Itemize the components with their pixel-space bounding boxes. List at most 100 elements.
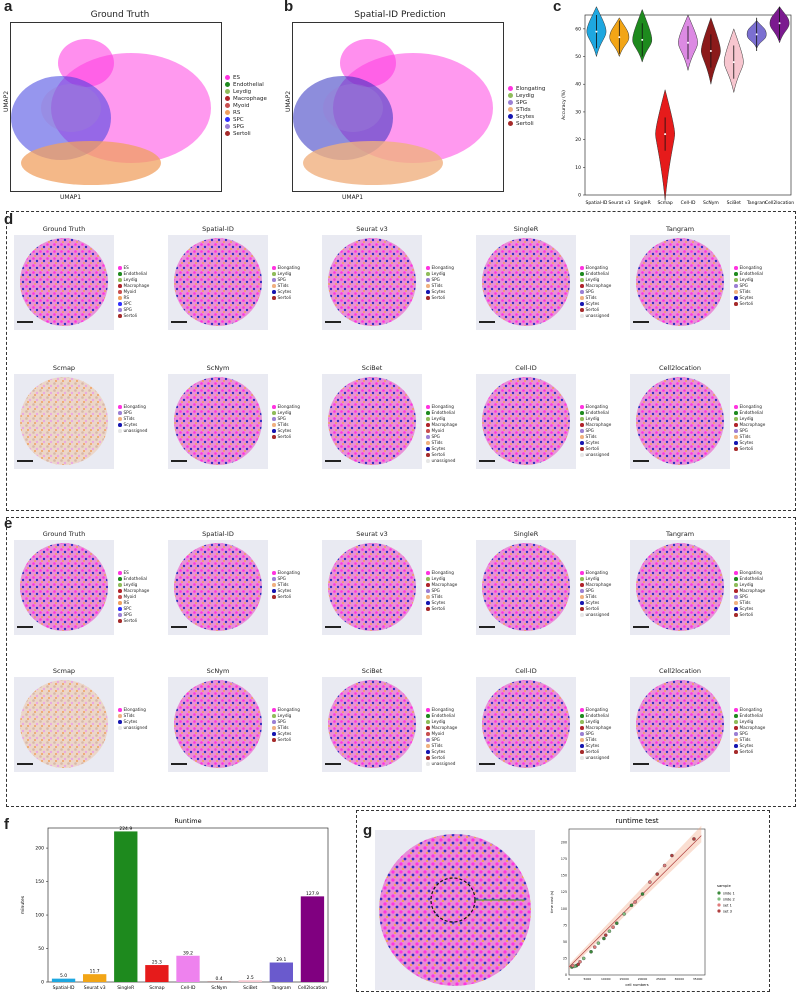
legend-swatch: [118, 314, 122, 318]
legend-item: STids: [734, 600, 765, 606]
legend-item: Leydig: [508, 93, 545, 100]
panel-label-e: e: [4, 515, 13, 532]
tissue-tile-title: ScNym: [206, 364, 230, 372]
legend-item: SPG: [734, 594, 765, 600]
legend-swatch: [426, 290, 430, 294]
legend-item: Macrophage: [426, 422, 457, 428]
legend-label: RS: [123, 600, 130, 605]
legend-label: Endothelial: [431, 713, 455, 718]
legend-label: unassigned: [585, 612, 610, 617]
legend-label: slide 2: [723, 897, 735, 901]
legend-swatch: [426, 429, 430, 433]
y-axis-label: minutes: [20, 895, 26, 914]
bar: [145, 965, 169, 982]
bar: [300, 896, 325, 982]
tissue-tile-title: Cell2location: [658, 667, 702, 675]
x-tick-label: Cell2location: [765, 200, 794, 206]
legend-item: SPC: [118, 606, 149, 612]
scale-bar: [17, 460, 33, 462]
legend-item: SPG: [580, 428, 611, 434]
scale-bar: [17, 626, 33, 628]
legend-label: Scytes: [123, 719, 138, 724]
legend-swatch: [118, 589, 122, 593]
legend-swatch: [734, 423, 738, 427]
legend-label: Elongating: [585, 404, 608, 409]
bar: [269, 962, 293, 982]
legend-label: Sertoli: [585, 446, 600, 451]
legend-swatch: [272, 278, 276, 282]
scatter-point: [640, 892, 645, 896]
legend-label: Leydig: [739, 719, 754, 724]
umap-ground-truth: [10, 22, 222, 192]
tissue-tile-title: Cell-ID: [515, 667, 537, 675]
legend-swatch: [580, 423, 584, 427]
legend-swatch: [580, 447, 584, 451]
legend-swatch: [580, 266, 584, 270]
legend-label: STids: [739, 289, 751, 294]
legend-swatch: [734, 302, 738, 306]
panel-label-d: d: [4, 211, 14, 228]
legend-swatch: [118, 601, 122, 605]
legend-swatch: [426, 726, 430, 730]
legend-item: STids: [734, 289, 763, 295]
bar-value-label: 2.5: [247, 975, 254, 981]
legend-swatch: [118, 714, 122, 718]
legend-label: SPC: [233, 117, 244, 123]
tissue-tile-title: Ground Truth: [42, 530, 86, 538]
x-tick-label: Spatial-ID: [53, 985, 75, 991]
legend-swatch: [508, 121, 513, 126]
legend-item: Sertoli: [272, 434, 300, 440]
y-tick-label: 125: [561, 890, 567, 894]
legend-swatch: [426, 583, 430, 587]
legend-label: SPG: [431, 588, 440, 593]
legend-label: Leydig: [123, 582, 138, 587]
legend-label: Macrophage: [233, 96, 267, 102]
legend-label: Elongating: [739, 265, 762, 270]
scale-bar: [633, 763, 649, 765]
legend-item: Scytes: [580, 600, 611, 606]
legend-label: Elongating: [277, 404, 300, 409]
legend-label: Scytes: [431, 446, 446, 451]
legend-swatch: [225, 96, 230, 101]
legend-item: Elongating: [118, 404, 147, 410]
legend-swatch: [272, 284, 276, 288]
legend-label: STids: [585, 295, 597, 300]
tissue-tile-legend: Elongating Endothelial Leydig Macrophage SPG…: [734, 404, 765, 452]
legend-swatch: [118, 308, 122, 312]
legend-label: Leydig: [233, 89, 252, 95]
legend-swatch: [734, 447, 738, 451]
legend-item: SPG: [580, 289, 611, 295]
legend-item: Macrophage: [225, 96, 267, 103]
scatter-point: [670, 853, 674, 858]
legend-item: Endothelial: [426, 410, 457, 416]
legend-swatch: [734, 429, 738, 433]
legend-swatch: [734, 266, 738, 270]
legend-label: Sertoli: [277, 434, 292, 439]
y-axis-label: Accuracy (%): [561, 90, 567, 120]
legend-item: Endothelial: [118, 576, 149, 582]
legend-label: Endothelial: [585, 410, 609, 415]
legend-swatch: [272, 272, 276, 276]
legend-item: STids: [118, 713, 147, 719]
x-tick-label: Seurat v3: [608, 200, 630, 206]
legend-swatch: [426, 708, 430, 712]
legend-item: Elongating: [272, 265, 300, 271]
legend-label: SPG: [431, 737, 440, 742]
tissue-tile-title: SciBet: [361, 667, 383, 675]
scatter-point: [576, 962, 580, 967]
violin-median: [778, 22, 781, 25]
y-tick-label: 50: [575, 54, 581, 60]
legend-label: Scytes: [431, 289, 446, 294]
legend-item: SPG: [426, 434, 457, 440]
x-tick-label: Spatial-ID: [585, 200, 607, 206]
legend-item: Scytes: [118, 719, 147, 725]
legend-item: ES: [118, 570, 149, 576]
panel-label-g: g: [363, 822, 373, 839]
legend-item: STids: [272, 422, 300, 428]
legend-label: Elongating: [516, 86, 546, 92]
legend-swatch: [426, 266, 430, 270]
legend-item: Leydig: [734, 719, 765, 725]
legend-swatch: [426, 714, 430, 718]
y-tick-label: 150: [561, 874, 567, 878]
legend-item: STids: [508, 107, 545, 114]
